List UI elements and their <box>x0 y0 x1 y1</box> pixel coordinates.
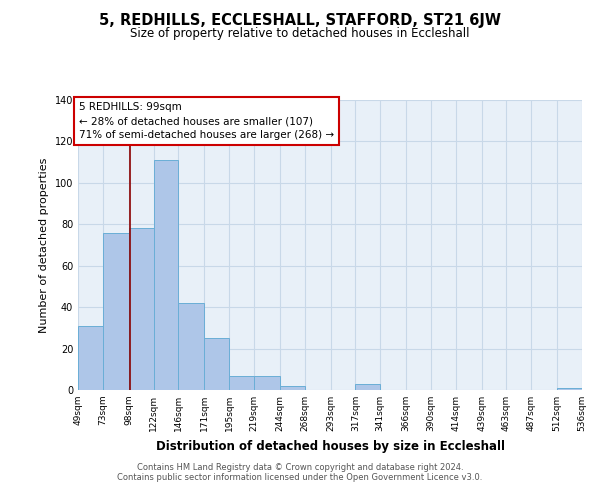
Text: 5 REDHILLS: 99sqm
← 28% of detached houses are smaller (107)
71% of semi-detache: 5 REDHILLS: 99sqm ← 28% of detached hous… <box>79 102 334 140</box>
Text: 5, REDHILLS, ECCLESHALL, STAFFORD, ST21 6JW: 5, REDHILLS, ECCLESHALL, STAFFORD, ST21 … <box>99 12 501 28</box>
Bar <box>355 384 380 390</box>
Bar <box>78 326 103 390</box>
Bar <box>129 228 154 390</box>
Text: Size of property relative to detached houses in Eccleshall: Size of property relative to detached ho… <box>130 28 470 40</box>
Bar <box>280 386 305 390</box>
Bar <box>254 376 280 390</box>
Bar <box>103 232 129 390</box>
Bar <box>204 338 229 390</box>
Bar <box>229 376 254 390</box>
Bar <box>154 160 178 390</box>
Y-axis label: Number of detached properties: Number of detached properties <box>39 158 49 332</box>
X-axis label: Distribution of detached houses by size in Eccleshall: Distribution of detached houses by size … <box>155 440 505 452</box>
Text: Contains public sector information licensed under the Open Government Licence v3: Contains public sector information licen… <box>118 474 482 482</box>
Bar <box>178 303 204 390</box>
Text: Contains HM Land Registry data © Crown copyright and database right 2024.: Contains HM Land Registry data © Crown c… <box>137 464 463 472</box>
Bar <box>557 388 582 390</box>
